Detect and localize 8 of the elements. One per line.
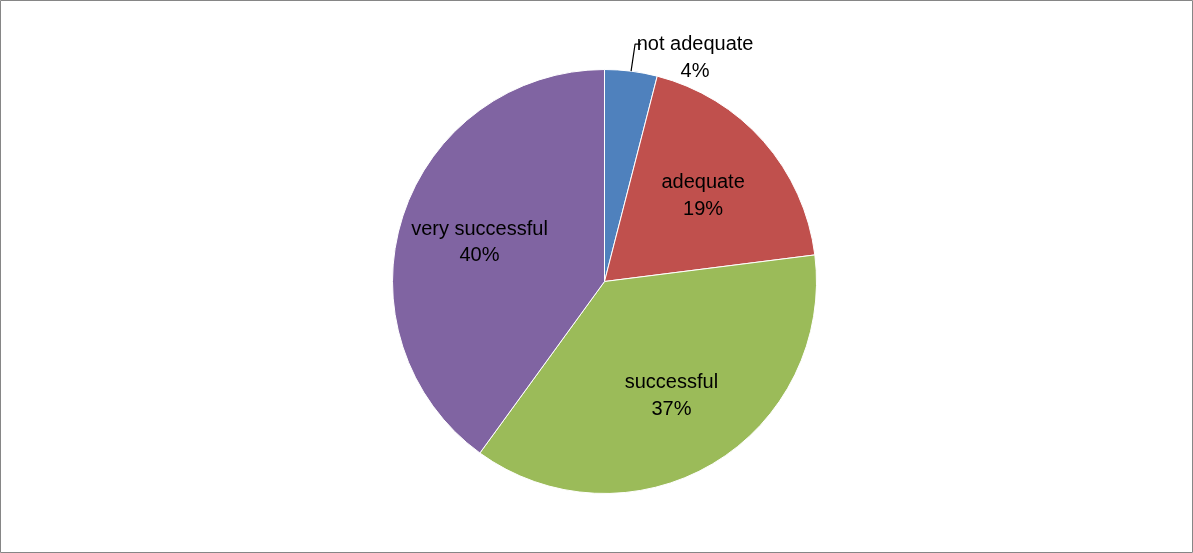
slice-label: successful	[624, 370, 719, 393]
data-label: 40%	[459, 243, 500, 266]
data-label: 37%	[651, 396, 692, 419]
slice-label: not adequate	[636, 32, 754, 55]
data-label: 19%	[683, 196, 724, 219]
data-label: 4%	[680, 58, 710, 81]
slice-label: adequate	[661, 170, 745, 193]
slice-label: very successful	[411, 216, 548, 239]
